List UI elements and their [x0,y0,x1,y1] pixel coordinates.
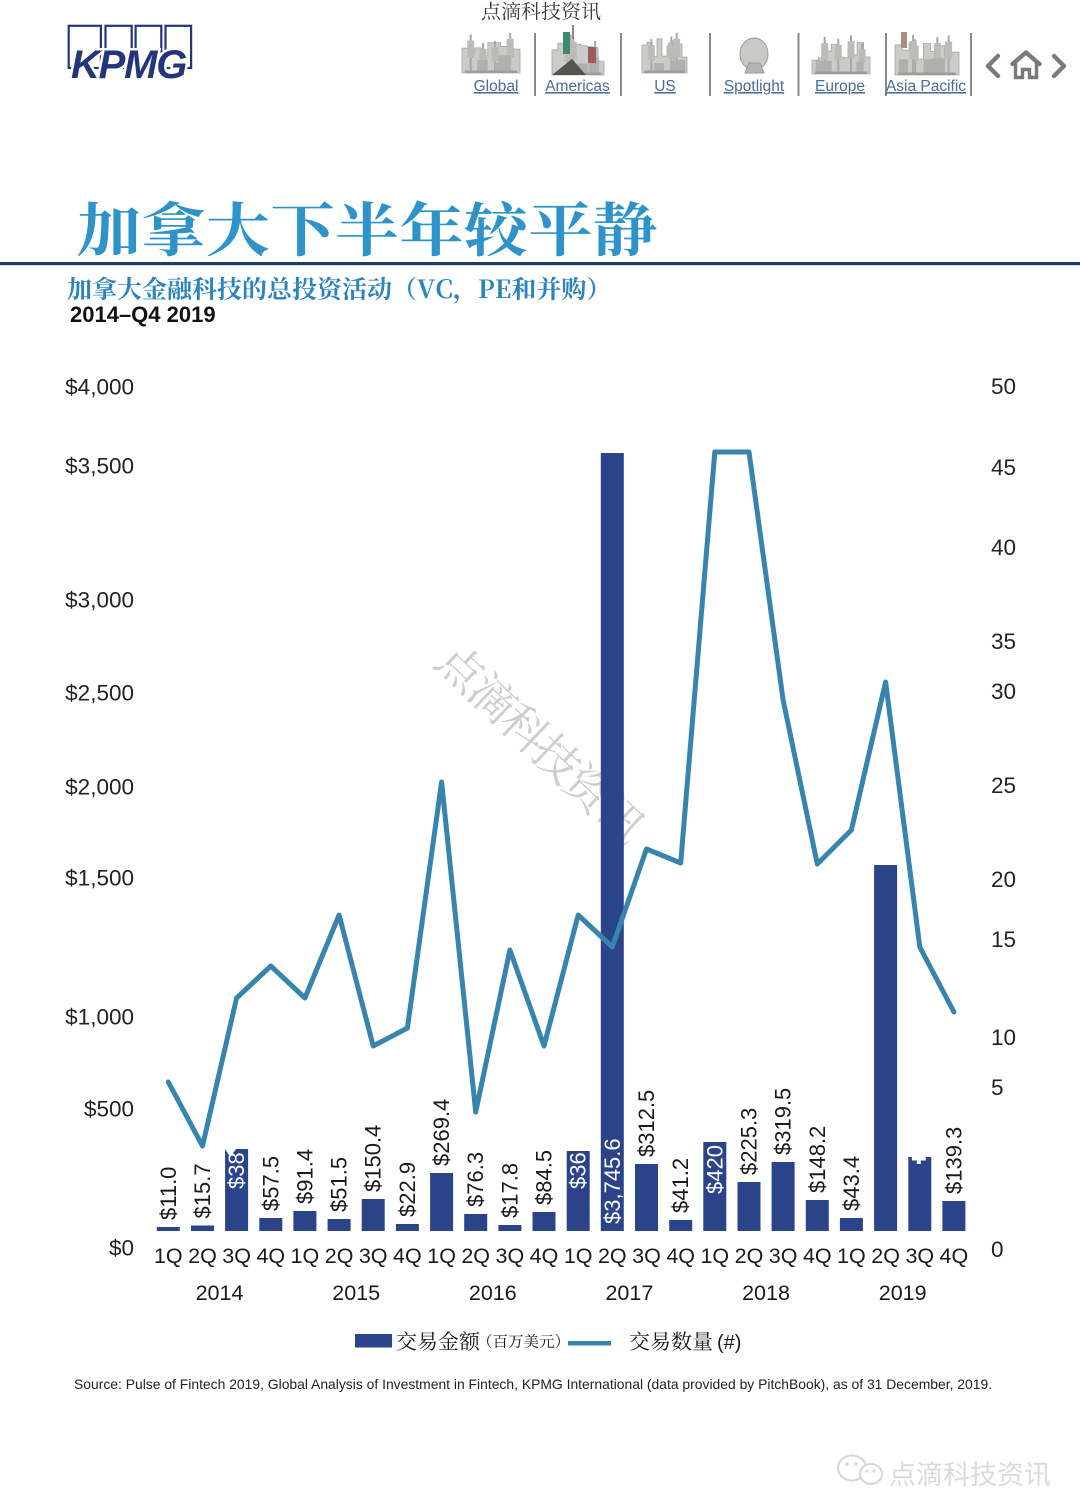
svg-text:3Q: 3Q [905,1244,934,1268]
svg-text:$76.3: $76.3 [463,1152,488,1207]
svg-text:$43.4: $43.4 [839,1156,864,1211]
svg-text:$420: $420 [702,1145,727,1194]
svg-text:2018: 2018 [742,1281,790,1305]
svg-text:$57.5: $57.5 [258,1156,283,1211]
svg-text:$38: $38 [224,1152,249,1189]
svg-text:4Q: 4Q [256,1244,285,1268]
svg-text:1Q: 1Q [427,1244,456,1268]
svg-text:2Q: 2Q [325,1244,354,1268]
svg-text:$1,000: $1,000 [65,1005,134,1030]
svg-text:$0: $0 [109,1236,134,1261]
svg-text:2014–Q4 2019: 2014–Q4 2019 [70,302,216,327]
svg-text:$150.4: $150.4 [361,1125,386,1192]
svg-text:$269.4: $269.4 [429,1099,454,1166]
svg-text:1Q: 1Q [837,1244,866,1268]
svg-text:1Q: 1Q [700,1244,729,1268]
svg-text:KPMG: KPMG [71,43,186,87]
svg-text:0: 0 [991,1237,1004,1262]
svg-text:$3,745.6: $3,745.6 [600,1138,625,1224]
svg-text:25: 25 [991,773,1016,798]
svg-text:3Q: 3Q [632,1244,661,1268]
svg-text:$51.5: $51.5 [327,1157,352,1212]
svg-text:$2,000: $2,000 [65,775,134,800]
svg-text:2017: 2017 [605,1281,653,1305]
svg-text:1Q: 1Q [154,1244,183,1268]
svg-text:(#): (#) [717,1332,741,1354]
svg-text:4Q: 4Q [940,1244,969,1268]
svg-text:4Q: 4Q [803,1244,832,1268]
svg-text:45: 45 [991,455,1016,480]
svg-text:Global: Global [474,78,519,95]
svg-text:1Q: 1Q [291,1244,320,1268]
svg-text:3Q: 3Q [769,1244,798,1268]
svg-text:$11.0: $11.0 [156,1167,181,1220]
svg-text:$36: $36 [566,1152,591,1189]
svg-text:$500: $500 [84,1097,134,1122]
svg-text:$1,500: $1,500 [65,866,134,891]
svg-text:$3,500: $3,500 [65,454,134,479]
svg-text:40: 40 [991,535,1016,560]
svg-text:$91.4: $91.4 [292,1149,317,1204]
svg-text:$84.5: $84.5 [532,1150,557,1205]
svg-text:$4,000: $4,000 [65,375,134,400]
svg-text:$319.5: $319.5 [771,1088,796,1155]
svg-text:$312.5: $312.5 [634,1090,659,1157]
svg-text:2014: 2014 [196,1281,244,1305]
svg-text:3Q: 3Q [496,1244,525,1268]
svg-text:2016: 2016 [469,1281,517,1305]
svg-text:Europe: Europe [815,78,865,95]
svg-text:2Q: 2Q [188,1244,217,1268]
svg-text:5: 5 [991,1075,1004,1100]
svg-text:1Q: 1Q [564,1244,593,1268]
svg-text:Spotlight: Spotlight [724,78,785,95]
svg-text:$41.2: $41.2 [668,1158,693,1213]
svg-text:2Q: 2Q [871,1244,900,1268]
svg-text:$148.2: $148.2 [805,1126,830,1193]
svg-text:$22.9: $22.9 [395,1162,420,1217]
svg-text:$2,500: $2,500 [65,681,134,706]
svg-text:$3,000: $3,000 [65,588,134,613]
svg-text:Asia Pacific: Asia Pacific [886,78,966,95]
svg-text:2Q: 2Q [461,1244,490,1268]
svg-text:2019: 2019 [879,1281,927,1305]
svg-text:10: 10 [991,1025,1016,1050]
svg-text:$15.7: $15.7 [190,1163,215,1218]
svg-text:Source: Pulse of Fintech 2019,: Source: Pulse of Fintech 2019, Global An… [74,1376,992,1392]
svg-text:3Q: 3Q [222,1244,251,1268]
svg-text:30: 30 [991,679,1016,704]
svg-text:3Q: 3Q [359,1244,388,1268]
svg-text:4Q: 4Q [530,1244,559,1268]
svg-text:20: 20 [991,867,1016,892]
svg-text:Americas: Americas [545,78,610,95]
svg-text:35: 35 [991,629,1016,654]
svg-text:4Q: 4Q [393,1244,422,1268]
svg-text:15: 15 [991,927,1016,952]
svg-text:$17.8: $17.8 [497,1163,522,1218]
svg-text:50: 50 [991,374,1016,399]
svg-text:2Q: 2Q [735,1244,764,1268]
svg-text:$139.3: $139.3 [941,1127,966,1194]
svg-text:2015: 2015 [332,1281,380,1305]
svg-text:2Q: 2Q [598,1244,627,1268]
svg-text:$225.3: $225.3 [737,1108,762,1175]
svg-text:4Q: 4Q [666,1244,695,1268]
svg-text:US: US [654,78,676,95]
